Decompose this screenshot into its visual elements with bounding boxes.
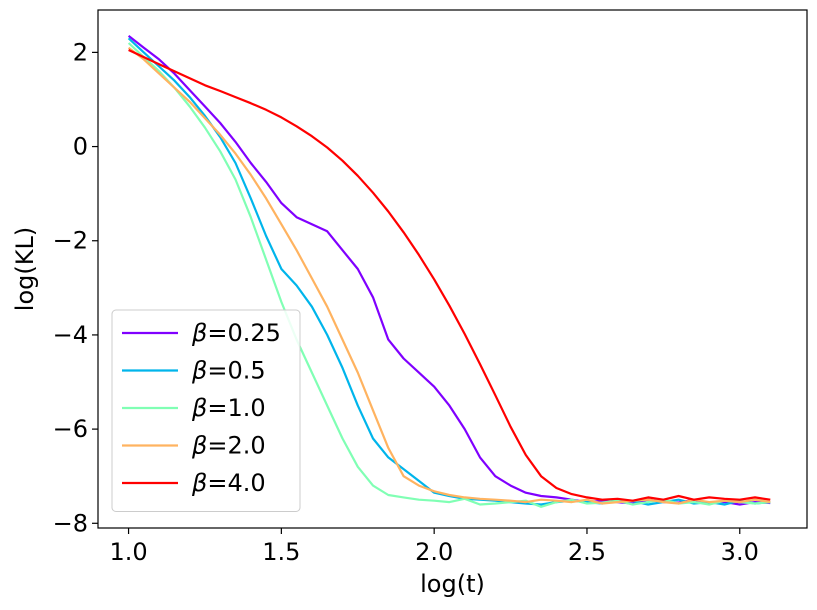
legend-value: =4.0 (207, 469, 265, 497)
legend: β=0.25β=0.5β=1.0β=2.0β=4.0 (111, 309, 301, 512)
legend-value: =0.5 (207, 357, 265, 385)
x-tick-label: 1.5 (262, 538, 300, 566)
legend-label-3: β=2.0 (191, 432, 266, 460)
x-tick-label: 3.0 (721, 538, 759, 566)
legend-value: =2.0 (207, 432, 265, 460)
legend-symbol: β (191, 357, 207, 385)
legend-symbol: β (191, 469, 207, 497)
y-tick-label: −8 (53, 509, 88, 537)
plot-frame (97, 9, 808, 529)
y-axis: 2 0 −2 −4 −6 −8 (53, 38, 98, 537)
plot-lines (127, 35, 771, 508)
legend-symbol: β (191, 319, 207, 347)
legend-symbol: β (191, 394, 207, 422)
x-axis: 1.0 1.5 2.0 2.5 3.0 (109, 528, 759, 566)
legend-symbol: β (191, 432, 207, 460)
legend-box (111, 309, 301, 512)
y-axis-label: log(KL) (11, 227, 39, 311)
legend-value: =1.0 (207, 394, 265, 422)
legend-label-0: β=0.25 (191, 319, 281, 347)
x-axis-label: log(t) (420, 570, 485, 598)
y-tick-label: −4 (53, 321, 88, 349)
y-tick-label: 2 (73, 38, 88, 66)
legend-label-4: β=4.0 (191, 469, 266, 497)
legend-label-1: β=0.5 (191, 357, 266, 385)
x-tick-label: 1.0 (109, 538, 147, 566)
y-tick-label: 0 (73, 133, 88, 161)
series-line-4 (128, 49, 771, 502)
y-tick-label: −2 (53, 227, 88, 255)
y-tick-label: −6 (53, 415, 88, 443)
series-line-3 (127, 46, 771, 505)
legend-label-2: β=1.0 (191, 394, 266, 422)
x-tick-label: 2.5 (568, 538, 606, 566)
x-tick-label: 2.0 (415, 538, 453, 566)
legend-value: =0.25 (207, 319, 281, 347)
